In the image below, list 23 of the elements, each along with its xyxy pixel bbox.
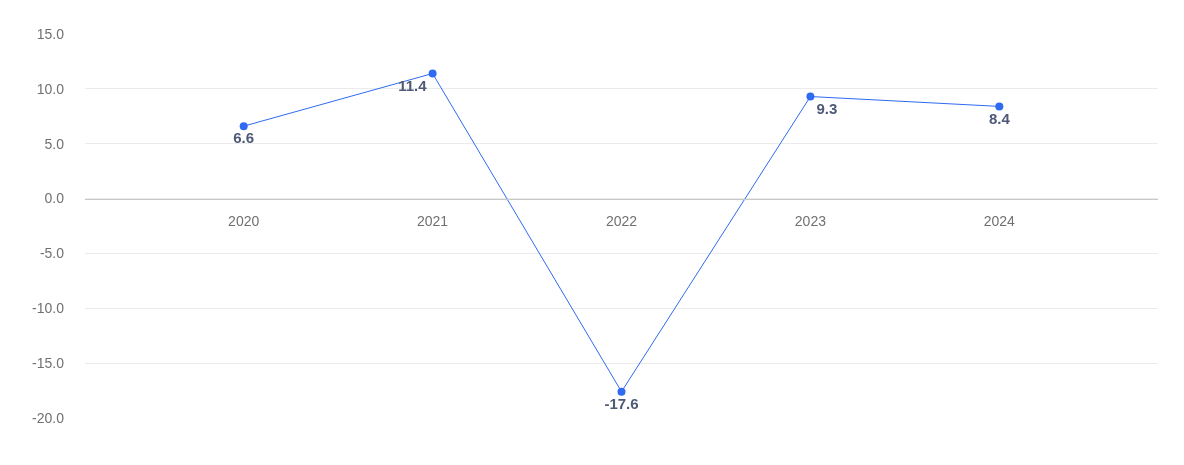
x-tick-label: 2021 [417, 213, 449, 230]
point [239, 122, 248, 131]
x-tick-label: 2022 [605, 213, 638, 230]
y-tick-label: 10.0 [36, 80, 65, 97]
data-label: 8.4 [988, 109, 1011, 127]
point [995, 102, 1004, 111]
point [617, 387, 626, 396]
x-tick-label: 2024 [983, 213, 1016, 230]
y-tick-label: 0.0 [44, 190, 65, 207]
y-tick-label: 5.0 [44, 135, 65, 152]
x-tick-label: 2020 [228, 213, 260, 230]
y-tick-label: -5.0 [39, 245, 65, 262]
y-tick-label: -20.0 [32, 409, 65, 426]
x-tick-label: 2023 [794, 213, 827, 230]
data-label: 11.4 [398, 76, 428, 94]
point [428, 69, 437, 78]
y-tick-label: 15.0 [36, 25, 65, 42]
y-tick-label: -15.0 [32, 355, 65, 372]
data-label: 6.6 [233, 129, 255, 147]
y-tick-label: -10.0 [32, 300, 65, 317]
point [806, 92, 815, 101]
data-label: -17.6 [604, 394, 639, 412]
data-label: 9.3 [816, 99, 838, 117]
